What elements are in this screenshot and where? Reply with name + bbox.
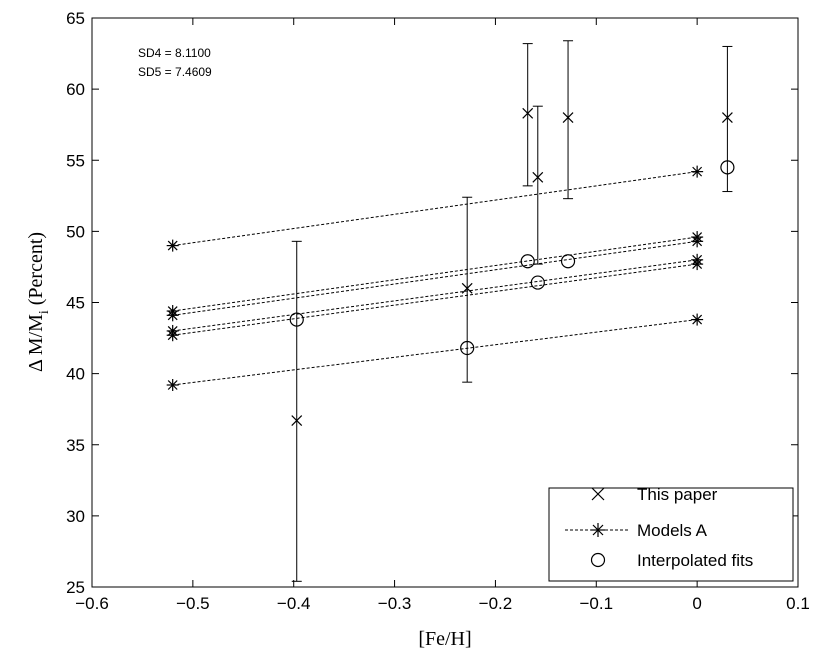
- cross-stroke: [721, 112, 733, 123]
- error-bars: [291, 40, 733, 582]
- y-tick-label: 50: [66, 222, 85, 241]
- interpolated-fit-point: [560, 254, 576, 269]
- cross-stroke: [522, 107, 534, 119]
- cross-stroke: [562, 112, 574, 123]
- models-a-line: [172, 236, 698, 312]
- this-paper-point: [532, 171, 544, 183]
- star-stroke: [167, 380, 178, 390]
- y-axis-label-main: Δ M/M: [25, 314, 47, 372]
- x-tick-label: −0.1: [580, 594, 614, 613]
- y-tick-label: 45: [66, 294, 85, 313]
- interpolated-fit-point: [520, 254, 535, 269]
- this-paper-point: [721, 112, 733, 123]
- x-tick-label: −0.4: [277, 594, 311, 613]
- models-a-point: [166, 309, 179, 322]
- y-axis-label-suffix: (Percent): [25, 232, 47, 305]
- cross-stroke: [532, 171, 544, 183]
- models-a-line: [172, 259, 698, 332]
- star-stroke: [692, 314, 703, 325]
- legend-marker-models-a: [591, 523, 605, 537]
- legend: This paper Models A Interpolated fits: [548, 485, 794, 582]
- legend-label-models-a: Models A: [637, 521, 708, 540]
- star-stroke: [167, 330, 178, 341]
- cross-stroke: [461, 282, 473, 294]
- legend-label-this-paper: This paper: [637, 485, 718, 504]
- x-tick-label: 0: [692, 594, 701, 613]
- models-a-point: [166, 239, 179, 252]
- y-axis-label-subscript: i: [37, 310, 52, 314]
- interpolated-fit-point: [460, 340, 475, 356]
- interpolated-fit-point: [720, 160, 735, 175]
- legend-label-interpolated-fits: Interpolated fits: [637, 551, 753, 570]
- annotation-sd5: SD5 = 7.4609: [138, 65, 212, 79]
- interpolated-fits-series: [289, 160, 735, 356]
- legend-marker-interpolated-fits: [590, 552, 606, 568]
- legend-box: [548, 487, 794, 582]
- svg-text:Δ M/Mi (Percent): Δ M/Mi (Percent): [25, 232, 52, 372]
- this-paper-point: [291, 415, 303, 426]
- cross-stroke: [291, 415, 303, 426]
- this-paper-series: [291, 107, 733, 426]
- models-a-point: [691, 235, 704, 248]
- annotation-sd4: SD4 = 8.1100: [138, 46, 211, 60]
- models-a-point: [691, 258, 704, 271]
- models-a-series: [166, 165, 704, 392]
- x-tick-label: −0.2: [479, 594, 513, 613]
- interpolated-fit-point: [289, 312, 304, 327]
- x-axis-label: [Fe/H]: [418, 628, 471, 650]
- models-a-point: [166, 379, 179, 392]
- y-axis-label: Δ M/Mi (Percent): [25, 232, 52, 372]
- models-a-line: [172, 171, 698, 247]
- y-tick-label: 65: [66, 9, 85, 28]
- x-tick-label: −0.5: [176, 594, 210, 613]
- interpolated-fit-point: [530, 275, 545, 290]
- x-tick-label: 0.1: [786, 594, 810, 613]
- models-a-line: [172, 263, 698, 336]
- star-stroke: [692, 166, 703, 177]
- models-a-line: [172, 319, 698, 386]
- star-stroke: [167, 310, 178, 321]
- axis-ticks: −0.6 −0.5 −0.4 −0.3 −0.2 −0.1 0 0.1 25 30 35 40 45 50…: [66, 9, 810, 613]
- models-a-point: [691, 313, 704, 326]
- star-stroke: [692, 259, 703, 270]
- models-a-point: [691, 165, 704, 178]
- models-a-line: [172, 240, 698, 316]
- x-tick-label: −0.3: [378, 594, 412, 613]
- this-paper-point: [562, 112, 574, 123]
- star-stroke: [167, 240, 178, 251]
- y-tick-label: 30: [66, 507, 85, 526]
- x-tick-label: −0.6: [75, 594, 109, 613]
- star-stroke: [692, 236, 703, 247]
- y-tick-label: 40: [66, 365, 85, 384]
- this-paper-point: [461, 282, 473, 294]
- legend-marker-this-paper: [591, 487, 605, 501]
- y-tick-label: 60: [66, 80, 85, 99]
- y-tick-label: 25: [66, 578, 85, 597]
- y-tick-label: 35: [66, 436, 85, 455]
- this-paper-point: [522, 107, 534, 119]
- y-tick-label: 55: [66, 151, 85, 170]
- models-a-point: [166, 329, 179, 342]
